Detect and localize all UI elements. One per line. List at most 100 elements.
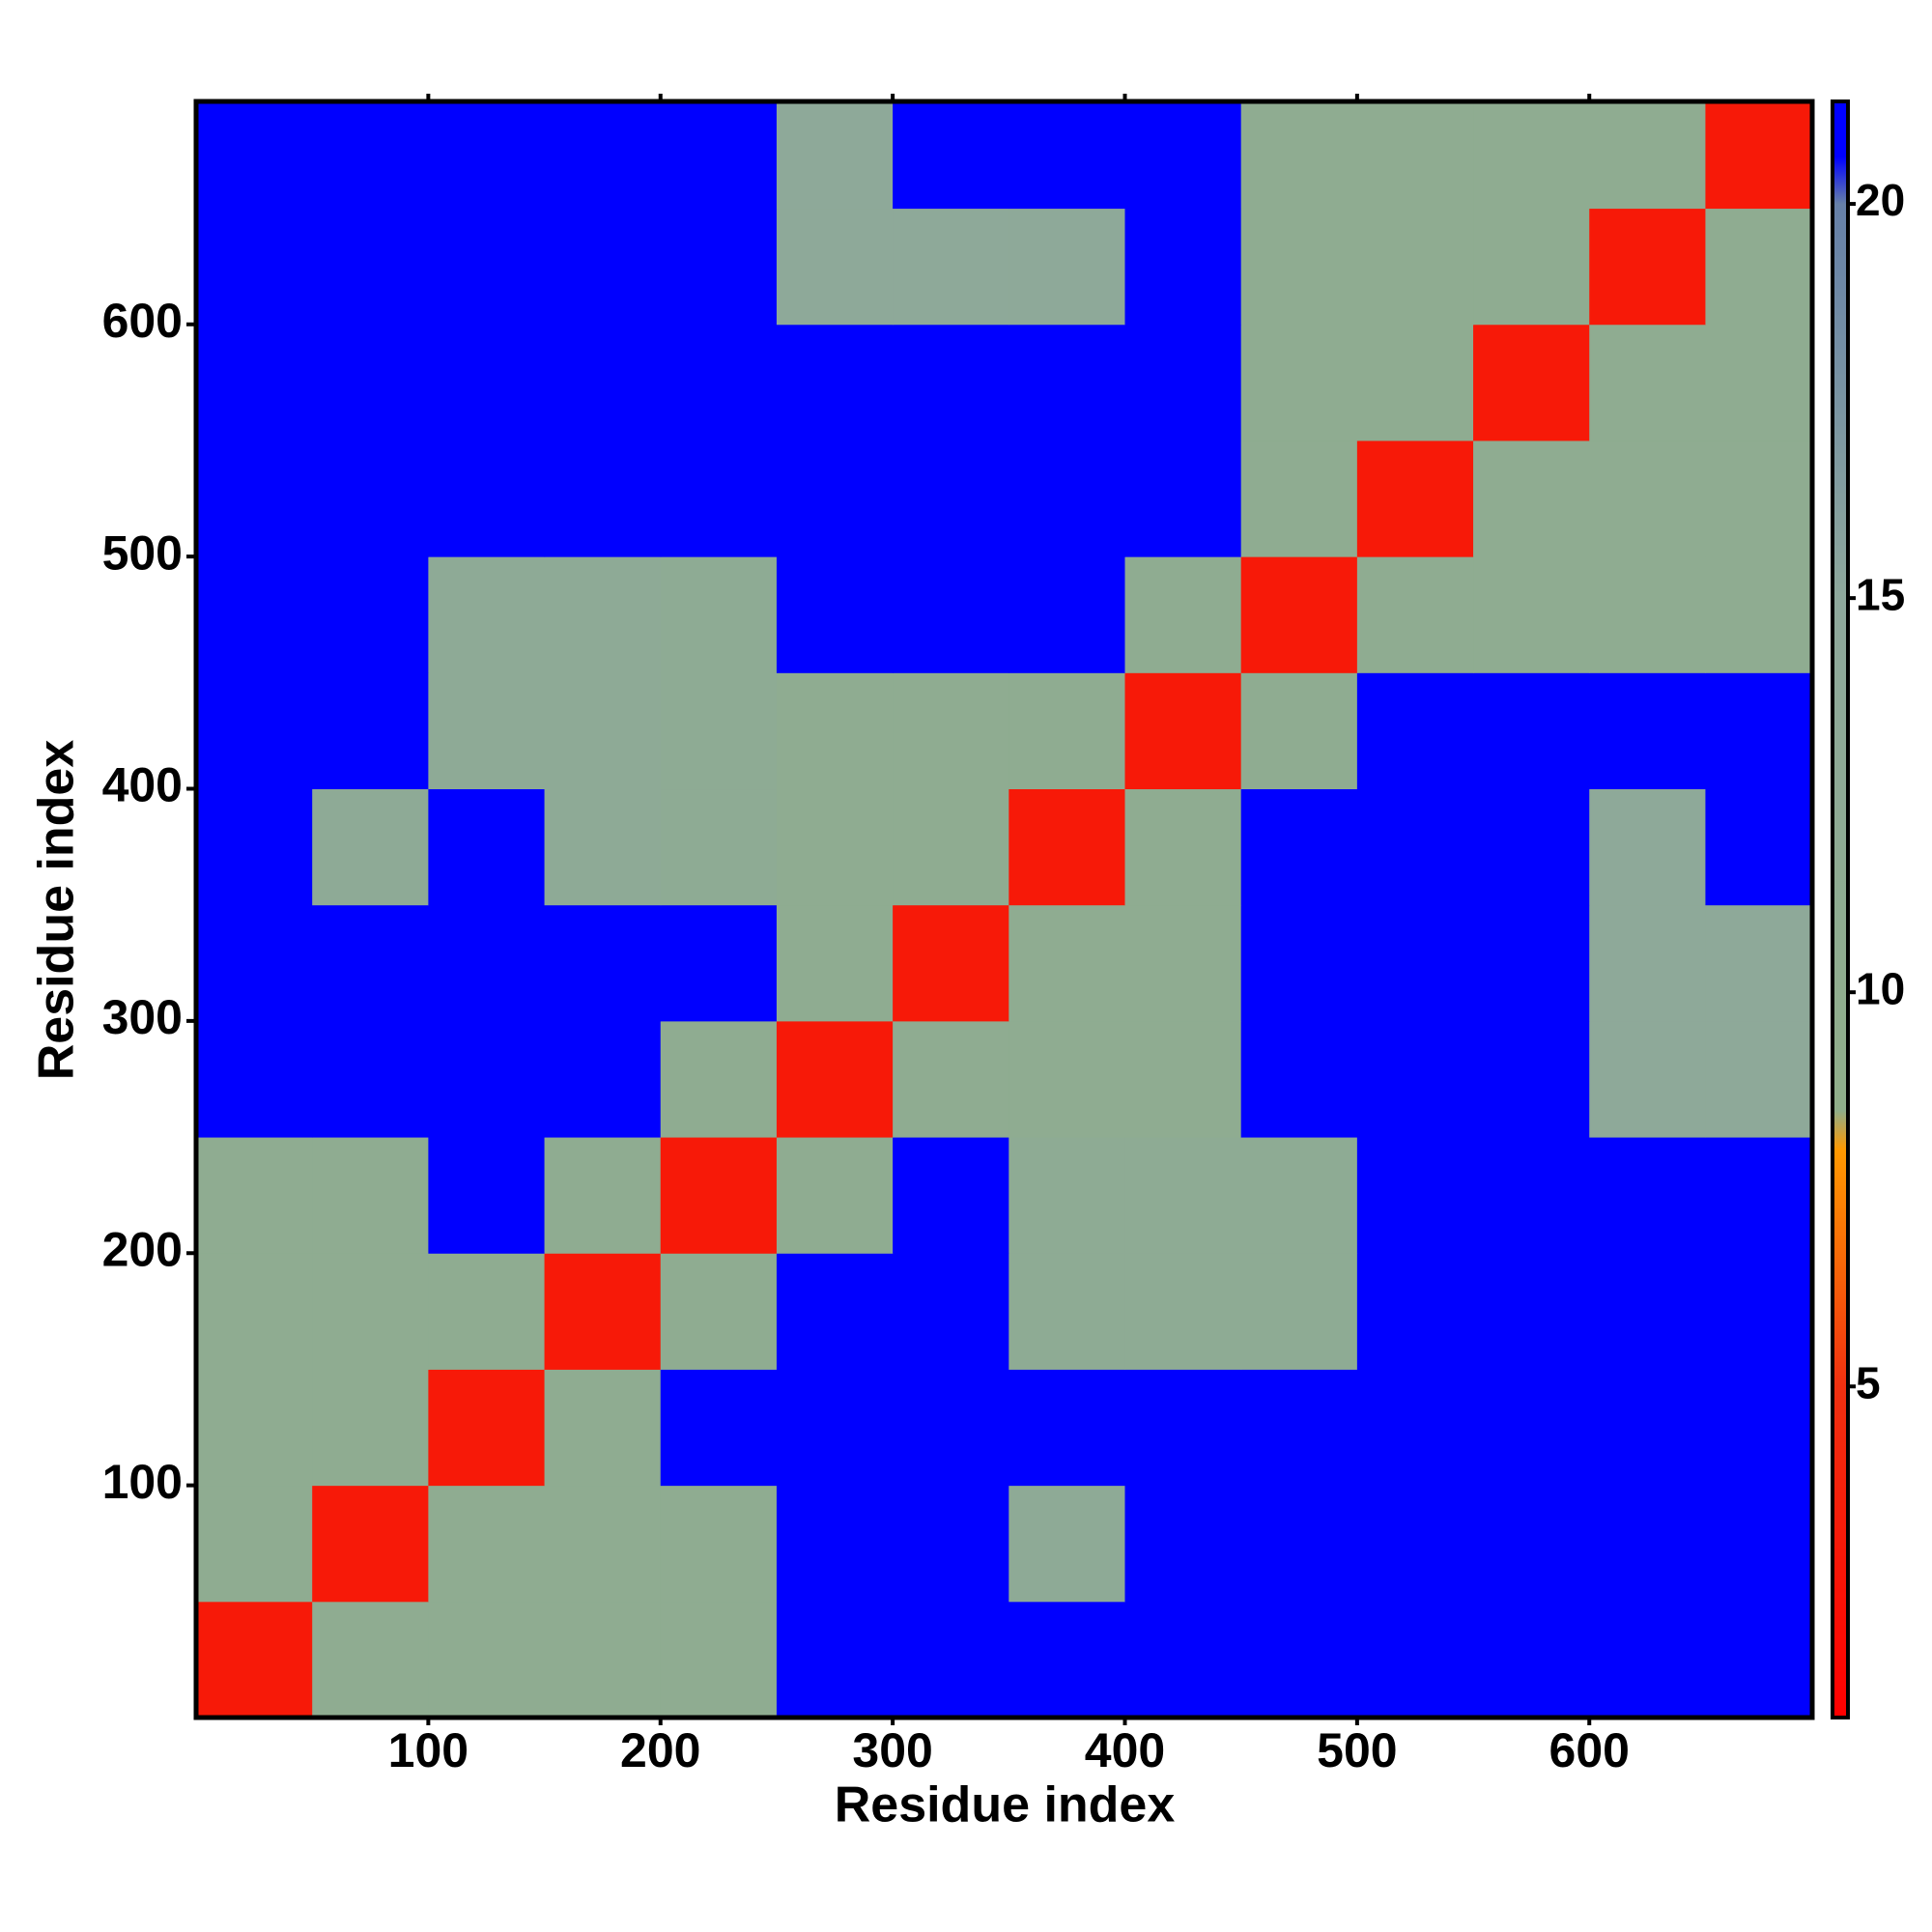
heatmap-cell — [893, 788, 1009, 906]
heatmap-cell — [1124, 1369, 1242, 1487]
heatmap-cell — [1240, 1253, 1358, 1370]
heatmap-cell — [544, 324, 662, 441]
heatmap-cell — [1240, 324, 1358, 441]
heatmap-cell — [196, 440, 313, 557]
heatmap-cell — [893, 208, 1009, 326]
heatmap-cell — [893, 1253, 1009, 1370]
heatmap-cell — [312, 672, 429, 790]
heatmap-cell — [1705, 1369, 1813, 1487]
heatmap-cell — [428, 1020, 546, 1138]
heatmap-cell — [428, 1369, 546, 1487]
heatmap-cell — [1240, 1601, 1358, 1719]
heatmap-cell — [1009, 672, 1125, 790]
heatmap-cell — [1705, 1137, 1813, 1254]
heatmap — [196, 101, 1813, 1719]
heatmap-cell — [544, 208, 662, 326]
heatmap-cell — [1124, 1601, 1242, 1719]
heatmap-cell — [1589, 324, 1706, 441]
heatmap-cell — [776, 208, 894, 326]
heatmap-cell — [660, 1253, 778, 1370]
heatmap-cell — [1009, 1601, 1125, 1719]
heatmap-cell — [1356, 556, 1474, 673]
heatmap-cell — [660, 440, 778, 557]
axes: 100 200 300 400 500 600 100 200 300 400 500 600 5 10 1… — [102, 94, 1905, 1777]
heatmap-cell — [1240, 440, 1358, 557]
heatmap-cell — [428, 672, 546, 790]
x-tick-label: 200 — [620, 1723, 700, 1777]
heatmap-cell — [196, 1601, 313, 1719]
heatmap-cell — [196, 1020, 313, 1138]
heatmap-cell — [1124, 440, 1242, 557]
heatmap-cell — [660, 672, 778, 790]
heatmap-cell — [1009, 208, 1125, 326]
heatmap-cell — [1124, 1020, 1242, 1138]
heatmap-cell — [1705, 1601, 1813, 1719]
y-tick-label: 300 — [102, 990, 183, 1044]
y-tick-label: 400 — [102, 758, 183, 812]
heatmap-cell — [428, 904, 546, 1022]
heatmap-cell — [428, 324, 546, 441]
heatmap-cell — [1589, 1601, 1706, 1719]
heatmap-cell — [776, 672, 894, 790]
heatmap-cell — [1356, 672, 1474, 790]
heatmap-cell — [1356, 1485, 1474, 1603]
heatmap-cell — [893, 440, 1009, 557]
heatmap-cell — [1473, 208, 1590, 326]
heatmap-cell — [1124, 904, 1242, 1022]
heatmap-cell — [312, 1137, 429, 1254]
heatmap-cell — [1009, 1137, 1125, 1254]
heatmap-cell — [893, 1369, 1009, 1487]
heatmap-cell — [196, 672, 313, 790]
heatmap-cell — [312, 1601, 429, 1719]
heatmap-cell — [1009, 904, 1125, 1022]
heatmap-cell — [1356, 440, 1474, 557]
heatmap-cell — [1240, 1369, 1358, 1487]
heatmap-cell — [312, 440, 429, 557]
heatmap-cell — [893, 672, 1009, 790]
heatmap-cell — [544, 556, 662, 673]
heatmap-cell — [196, 324, 313, 441]
heatmap-cell — [196, 904, 313, 1022]
x-tick-label: 400 — [1085, 1723, 1165, 1777]
heatmap-cell — [1473, 440, 1590, 557]
heatmap-cell — [1009, 1020, 1125, 1138]
heatmap-cell — [893, 1601, 1009, 1719]
heatmap-cell — [312, 324, 429, 441]
heatmap-cell — [1705, 208, 1813, 326]
heatmap-cell — [1356, 1601, 1474, 1719]
heatmap-cell — [1009, 440, 1125, 557]
heatmap-cell — [1240, 208, 1358, 326]
heatmap-cell — [660, 904, 778, 1022]
heatmap-cell — [1473, 1369, 1590, 1487]
colorbar-tick-label: 5 — [1856, 1357, 1881, 1407]
heatmap-cell — [776, 324, 894, 441]
heatmap-cell — [544, 1137, 662, 1254]
heatmap-cell — [1124, 788, 1242, 906]
heatmap-cell — [1124, 101, 1242, 210]
plot-frame — [193, 99, 1815, 1720]
heatmap-cell — [428, 1253, 546, 1370]
heatmap-cell — [1589, 1253, 1706, 1370]
heatmap-cell — [544, 101, 662, 210]
heatmap-cell — [1356, 1137, 1474, 1254]
heatmap-cell — [1473, 1601, 1590, 1719]
heatmap-cell — [312, 904, 429, 1022]
heatmap-cell — [776, 1485, 894, 1603]
colorbar-tick-label: 20 — [1856, 175, 1905, 225]
heatmap-cell — [893, 324, 1009, 441]
heatmap-cell — [1124, 672, 1242, 790]
heatmap-cell — [1473, 1137, 1590, 1254]
heatmap-cell — [1473, 1020, 1590, 1138]
heatmap-cell — [1009, 101, 1125, 210]
heatmap-cell — [428, 788, 546, 906]
heatmap-cell — [1589, 1369, 1706, 1487]
heatmap-cell — [1009, 788, 1125, 906]
heatmap-cell — [544, 1253, 662, 1370]
heatmap-cell — [428, 440, 546, 557]
heatmap-cell — [544, 672, 662, 790]
heatmap-cell — [776, 1253, 894, 1370]
heatmap-cell — [1705, 440, 1813, 557]
heatmap-cell — [312, 1253, 429, 1370]
heatmap-cell — [1589, 1020, 1706, 1138]
heatmap-cell — [1589, 1137, 1706, 1254]
